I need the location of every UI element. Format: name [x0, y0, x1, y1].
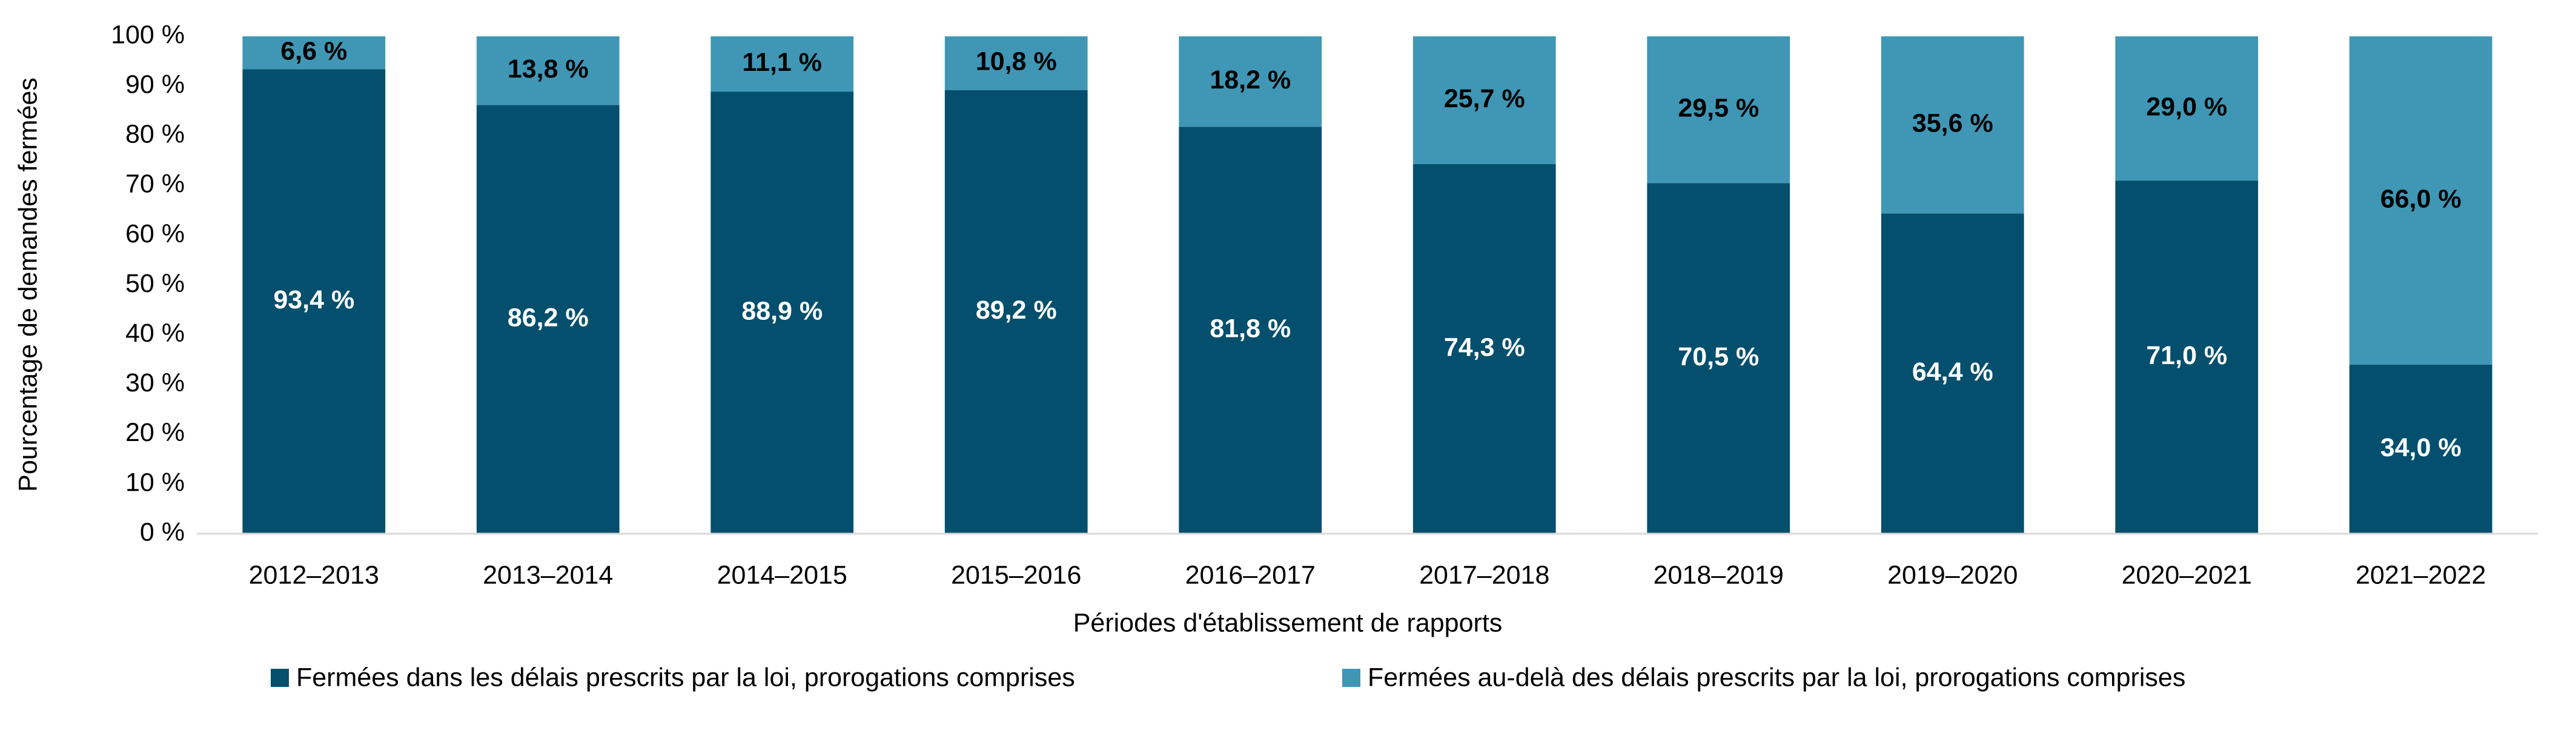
y-tick-label: 20 %	[125, 418, 185, 447]
value-label: 86,2 %	[508, 303, 589, 333]
x-axis-title: Périodes d'établissement de rapports	[1073, 608, 1503, 637]
value-label: 64,4 %	[1912, 357, 1993, 386]
value-label: 13,8 %	[508, 55, 589, 84]
y-tick-label: 80 %	[125, 120, 185, 149]
bar-segment	[1881, 213, 2024, 534]
bar-segment	[710, 91, 854, 534]
value-label: 74,3 %	[1444, 333, 1525, 362]
y-tick-label: 60 %	[125, 219, 185, 248]
y-tick-label: 70 %	[125, 170, 185, 199]
legend-label: Fermées dans les délais prescrits par la…	[296, 663, 1075, 692]
x-tick-label: 2020–2021	[2122, 560, 2252, 589]
y-axis-title: Pourcentage de demandes fermées	[13, 78, 42, 492]
y-tick-label: 50 %	[125, 269, 185, 298]
value-label: 34,0 %	[2380, 433, 2462, 462]
value-label: 70,5 %	[1678, 342, 1759, 371]
bar-segment	[1647, 183, 1790, 534]
x-tick-label: 2017–2018	[1419, 560, 1549, 589]
x-tick-label: 2015–2016	[951, 560, 1081, 589]
x-tick-label: 2014–2015	[717, 560, 847, 589]
y-tick-label: 40 %	[125, 319, 185, 348]
bar-segment	[944, 90, 1088, 534]
bar-segment	[1881, 36, 2024, 214]
x-tick-label: 2016–2017	[1185, 560, 1316, 589]
value-label: 35,6 %	[1912, 108, 1993, 138]
bar-segment	[2349, 36, 2492, 365]
value-label: 6,6 %	[280, 36, 347, 65]
value-label: 29,0 %	[2146, 92, 2227, 121]
bar-segment	[1179, 127, 1322, 534]
value-label: 81,8 %	[1210, 314, 1291, 343]
bar-segment	[242, 36, 386, 70]
value-label: 71,0 %	[2146, 341, 2227, 370]
value-label: 29,5 %	[1678, 93, 1759, 122]
value-label: 88,9 %	[741, 296, 823, 325]
legend-marker	[1342, 669, 1360, 687]
bar-segment	[2349, 364, 2492, 534]
bar-segment	[944, 36, 1088, 90]
bar-segment	[476, 105, 620, 534]
y-tick-label: 100 %	[111, 20, 185, 49]
value-label: 89,2 %	[976, 296, 1057, 325]
value-label: 10,8 %	[976, 47, 1057, 76]
value-label: 25,7 %	[1444, 84, 1525, 113]
bar-segment	[710, 36, 854, 92]
y-tick-label: 90 %	[125, 70, 185, 99]
bar-segment	[242, 69, 386, 534]
bar-segment	[1412, 36, 1556, 164]
x-tick-label: 2021–2022	[2356, 560, 2486, 589]
bar-segment	[476, 36, 620, 105]
y-tick-label: 30 %	[125, 368, 185, 397]
x-tick-label: 2019–2020	[1887, 560, 2018, 589]
bar-segment	[2115, 36, 2259, 181]
bar-segment	[2115, 181, 2259, 534]
x-tick-label: 2018–2019	[1654, 560, 1784, 589]
x-tick-label: 2013–2014	[483, 560, 613, 589]
legend-label: Fermées au-delà des délais prescrits par…	[1368, 663, 2185, 692]
y-tick-label: 0 %	[140, 517, 185, 546]
bar-segment	[1412, 164, 1556, 534]
y-tick-label: 10 %	[125, 468, 185, 497]
value-label: 18,2 %	[1210, 65, 1291, 95]
bar-segment	[1179, 36, 1322, 127]
value-label: 66,0 %	[2380, 184, 2462, 213]
value-label: 11,1 %	[743, 48, 823, 77]
bar-segment	[1647, 36, 1790, 184]
legend-marker	[271, 669, 289, 687]
value-label: 93,4 %	[273, 285, 354, 314]
x-tick-label: 2012–2013	[249, 560, 379, 589]
